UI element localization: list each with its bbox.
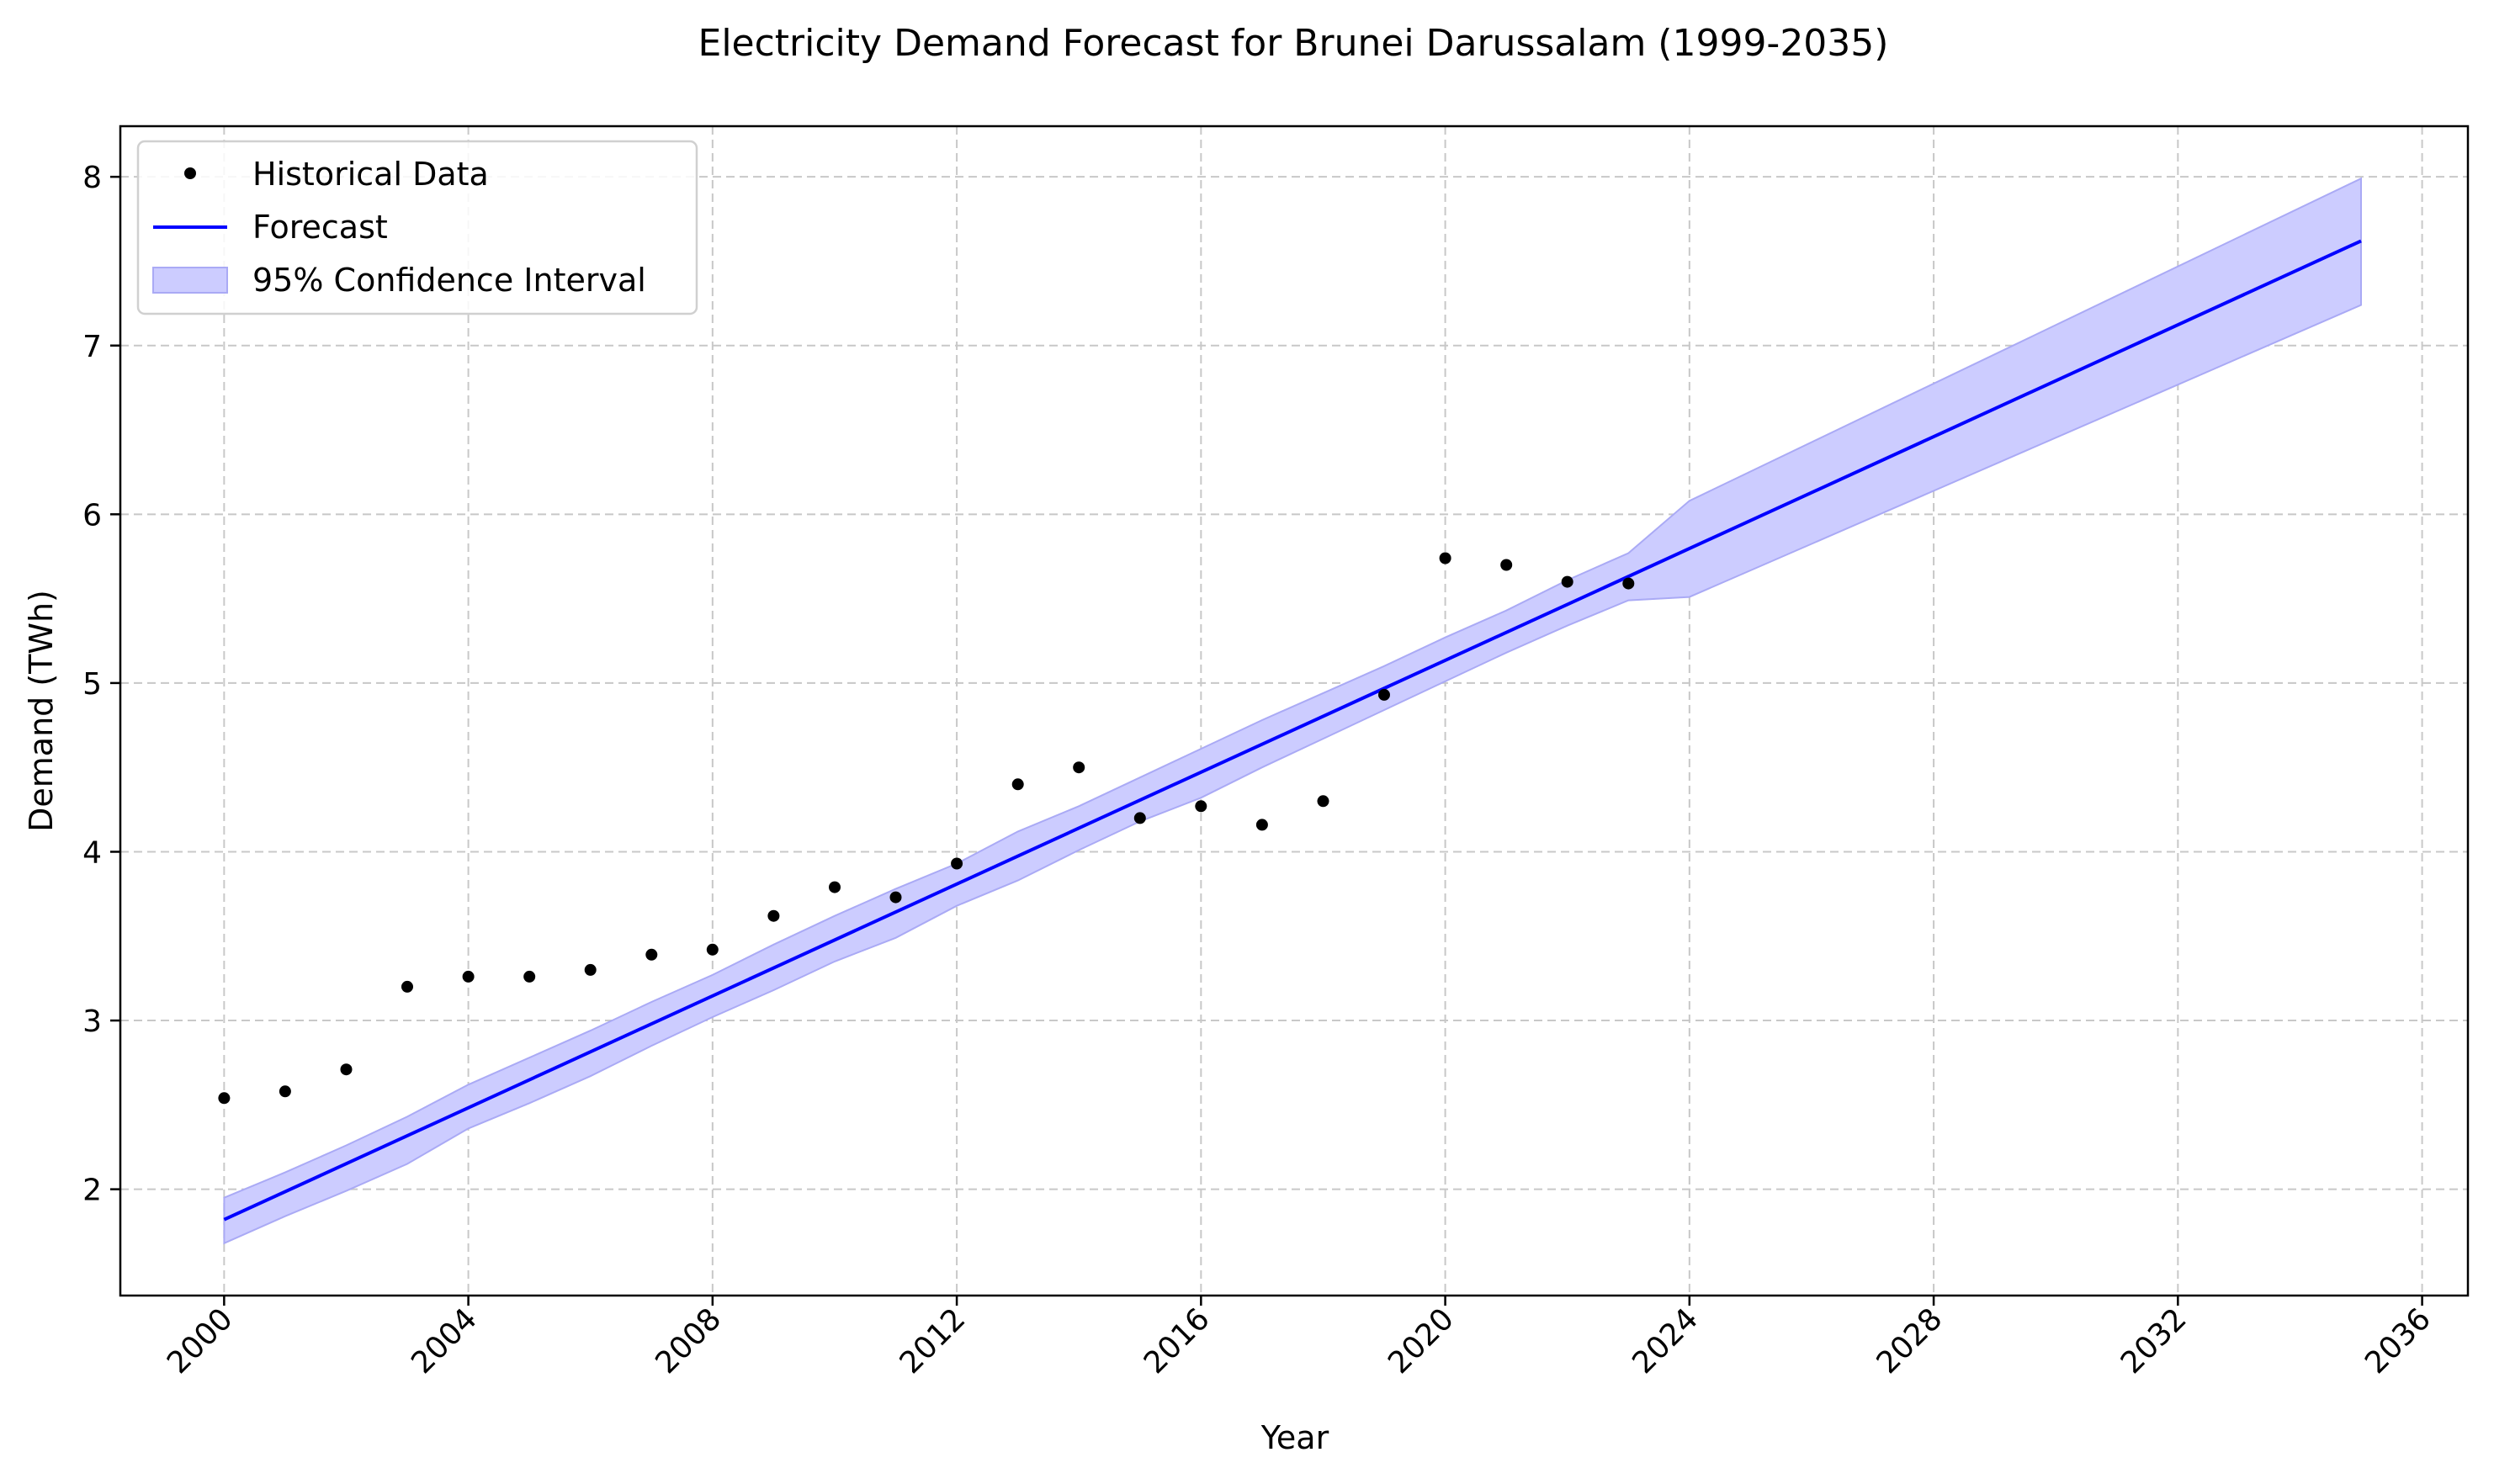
x-tick-label: 2000 <box>161 1301 240 1381</box>
historical-point <box>1622 577 1635 590</box>
x-tick-label: 2028 <box>1870 1301 1950 1381</box>
y-tick-label: 6 <box>82 498 102 533</box>
x-tick-label: 2012 <box>894 1301 973 1381</box>
historical-point <box>1255 819 1268 831</box>
x-tick-label: 2032 <box>2115 1301 2194 1381</box>
historical-point <box>401 980 413 993</box>
chart-title: Electricity Demand Forecast for Brunei D… <box>698 22 1889 65</box>
plot-frame <box>119 125 2470 1297</box>
historical-point <box>340 1063 353 1076</box>
historical-point <box>1439 552 1451 564</box>
x-tick-label: 2004 <box>405 1301 484 1381</box>
confidence-band <box>223 177 2362 1245</box>
historical-point <box>279 1085 291 1098</box>
historical-point <box>951 857 963 870</box>
x-tick-label: 2024 <box>1626 1301 1705 1381</box>
historical-point <box>1011 778 1024 791</box>
historical-point <box>1133 812 1146 824</box>
legend-label-forecast: Forecast <box>252 209 388 246</box>
historical-points-layer <box>218 552 1635 1105</box>
x-tick-layer: 2000 2004 2008 2012 2016 2020 2024 2028 2032 2036 <box>161 1296 2438 1381</box>
legend-marker-confidence <box>152 267 228 294</box>
y-axis-label: Demand (TWh) <box>23 590 60 832</box>
historical-point <box>523 970 536 983</box>
historical-point <box>829 881 841 893</box>
historical-point <box>1195 800 1207 813</box>
y-tick-label: 4 <box>82 835 102 870</box>
x-tick-label: 2016 <box>1138 1301 1217 1381</box>
x-axis-label: Year <box>1260 1419 1329 1456</box>
forecast-line-layer <box>223 239 2362 1222</box>
y-tick-label: 5 <box>82 667 102 702</box>
historical-point <box>767 909 780 922</box>
y-tick-label: 2 <box>82 1174 102 1208</box>
y-tick-label: 8 <box>82 161 102 195</box>
historical-point <box>1317 795 1329 808</box>
y-tick-layer: 2 3 4 5 6 7 8 <box>82 161 120 1208</box>
historical-point <box>584 963 597 976</box>
historical-point <box>889 891 902 904</box>
legend-box <box>136 140 698 315</box>
historical-point <box>462 970 475 983</box>
y-tick-label: 3 <box>82 1004 102 1039</box>
y-tick-label: 7 <box>82 330 102 364</box>
historical-point <box>218 1092 231 1105</box>
legend: Historical Data Forecast 95% Confidence … <box>136 140 698 315</box>
x-tick-label: 2008 <box>649 1301 728 1381</box>
x-tick-label: 2036 <box>2359 1301 2438 1381</box>
confidence-band-layer <box>223 177 2362 1245</box>
forecast-line <box>223 239 2362 1222</box>
historical-point <box>1561 575 1573 588</box>
historical-point <box>706 943 719 956</box>
grid-layer <box>120 126 2468 1296</box>
legend-marker-historical <box>184 167 196 179</box>
historical-point <box>1073 761 1085 774</box>
historical-point <box>1500 559 1513 571</box>
historical-point <box>1378 688 1390 701</box>
x-tick-label: 2020 <box>1382 1301 1461 1381</box>
legend-label-confidence: 95% Confidence Interval <box>252 262 646 299</box>
legend-label-historical: Historical Data <box>252 156 489 193</box>
historical-point <box>645 948 658 961</box>
